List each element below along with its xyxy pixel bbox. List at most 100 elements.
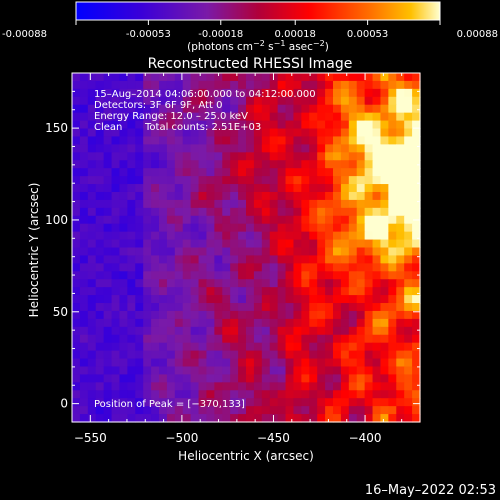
heatmap-cell [317, 231, 326, 241]
heatmap-cell [388, 366, 397, 376]
heatmap-cell [159, 255, 168, 264]
heatmap-cell [230, 303, 239, 312]
heatmap-cell [72, 239, 81, 249]
heatmap-cell [404, 160, 413, 169]
heatmap-cell [238, 73, 247, 82]
heatmap-cell [325, 263, 334, 272]
heatmap-cell [190, 128, 200, 138]
heatmap-cell [95, 231, 105, 241]
heatmap-cell [246, 398, 255, 407]
heatmap-cell [301, 136, 310, 145]
heatmap-cell [135, 80, 144, 90]
heatmap-cell [261, 231, 271, 241]
heatmap-cell [293, 406, 302, 415]
heatmap-cell [230, 414, 239, 423]
heatmap-cell [285, 358, 295, 368]
heatmap-cell [340, 168, 350, 177]
heatmap-cell [222, 247, 231, 257]
heatmap-cell [301, 414, 310, 423]
heatmap-cell [230, 223, 239, 233]
heatmap-cell [285, 112, 295, 122]
heatmap-cell [198, 295, 208, 304]
heatmap-cell [364, 287, 374, 296]
heatmap-cell [79, 136, 89, 145]
heatmap-cell [151, 303, 160, 312]
heatmap-cell [269, 374, 279, 383]
heatmap-cell [87, 184, 97, 193]
heatmap-cell [380, 120, 389, 130]
heatmap-cell [309, 239, 318, 249]
heatmap-cell [159, 342, 168, 352]
heatmap-cell [301, 120, 310, 130]
heatmap-cell [79, 326, 89, 336]
heatmap-cell [119, 231, 128, 241]
heatmap-cell [182, 374, 192, 383]
heatmap-cell [380, 398, 389, 407]
heatmap-cell [333, 271, 342, 280]
heatmap-cell [396, 287, 405, 296]
heatmap-cell [206, 144, 215, 153]
heatmap-cell [380, 295, 389, 304]
heatmap-cell [72, 358, 81, 368]
heatmap-cell [246, 231, 255, 241]
heatmap-cell [396, 334, 405, 344]
heatmap-cell [261, 128, 271, 138]
heatmap-cell [340, 152, 350, 161]
heatmap-cell [135, 96, 144, 106]
heatmap-cell [404, 287, 413, 296]
heatmap-cell [103, 287, 113, 296]
heatmap-cell [135, 271, 144, 280]
heatmap-cell [293, 334, 302, 344]
heatmap-cell [246, 88, 255, 98]
heatmap-cell [190, 207, 200, 217]
heatmap-cell [309, 334, 318, 344]
heatmap-cell [317, 350, 326, 360]
heatmap-cell [388, 152, 397, 161]
heatmap-cell [309, 414, 318, 423]
heatmap-cell [340, 136, 350, 145]
heatmap-cell [214, 271, 223, 280]
heatmap-cell [309, 88, 318, 98]
heatmap-cell [317, 358, 326, 368]
heatmap-cell [388, 398, 397, 407]
heatmap-cell [246, 184, 255, 193]
heatmap-cell [214, 310, 223, 320]
heatmap-cell [72, 279, 81, 288]
heatmap-cell [87, 73, 97, 82]
heatmap-cell [333, 374, 342, 383]
heatmap-cell [412, 374, 421, 383]
heatmap-cell [285, 96, 295, 106]
heatmap-cell [79, 199, 89, 209]
heatmap-cell [372, 247, 382, 257]
heatmap-cell [151, 414, 160, 423]
heatmap-cell [151, 255, 160, 264]
heatmap-cell [246, 279, 255, 288]
heatmap-cell [285, 334, 295, 344]
heatmap-cell [119, 318, 128, 328]
heatmap-cell [198, 263, 208, 272]
heatmap-cell [277, 104, 287, 114]
heatmap-cell [317, 310, 326, 320]
heatmap-cell [190, 271, 200, 280]
heatmap-cell [238, 96, 247, 106]
heatmap-cell [317, 80, 326, 90]
footer-timestamp: 16–May–2022 02:53 [365, 483, 496, 498]
heatmap-cell [238, 88, 247, 98]
heatmap-cell [309, 350, 318, 360]
heatmap-cell [174, 406, 184, 415]
heatmap-cell [325, 231, 334, 241]
heatmap-cell [135, 207, 144, 217]
heatmap-cell [190, 73, 200, 82]
heatmap-cell [119, 152, 128, 161]
heatmap-cell [190, 398, 200, 407]
heatmap-cell [238, 279, 247, 288]
heatmap-cell [285, 239, 295, 249]
heatmap-cell [166, 414, 176, 423]
heatmap-cell [119, 279, 128, 288]
heatmap-cell [404, 136, 413, 145]
heatmap-cell [356, 342, 366, 352]
heatmap-cell [159, 318, 168, 328]
heatmap-cell [285, 295, 295, 304]
heatmap-cell [340, 406, 350, 415]
heatmap-cell [111, 374, 121, 383]
